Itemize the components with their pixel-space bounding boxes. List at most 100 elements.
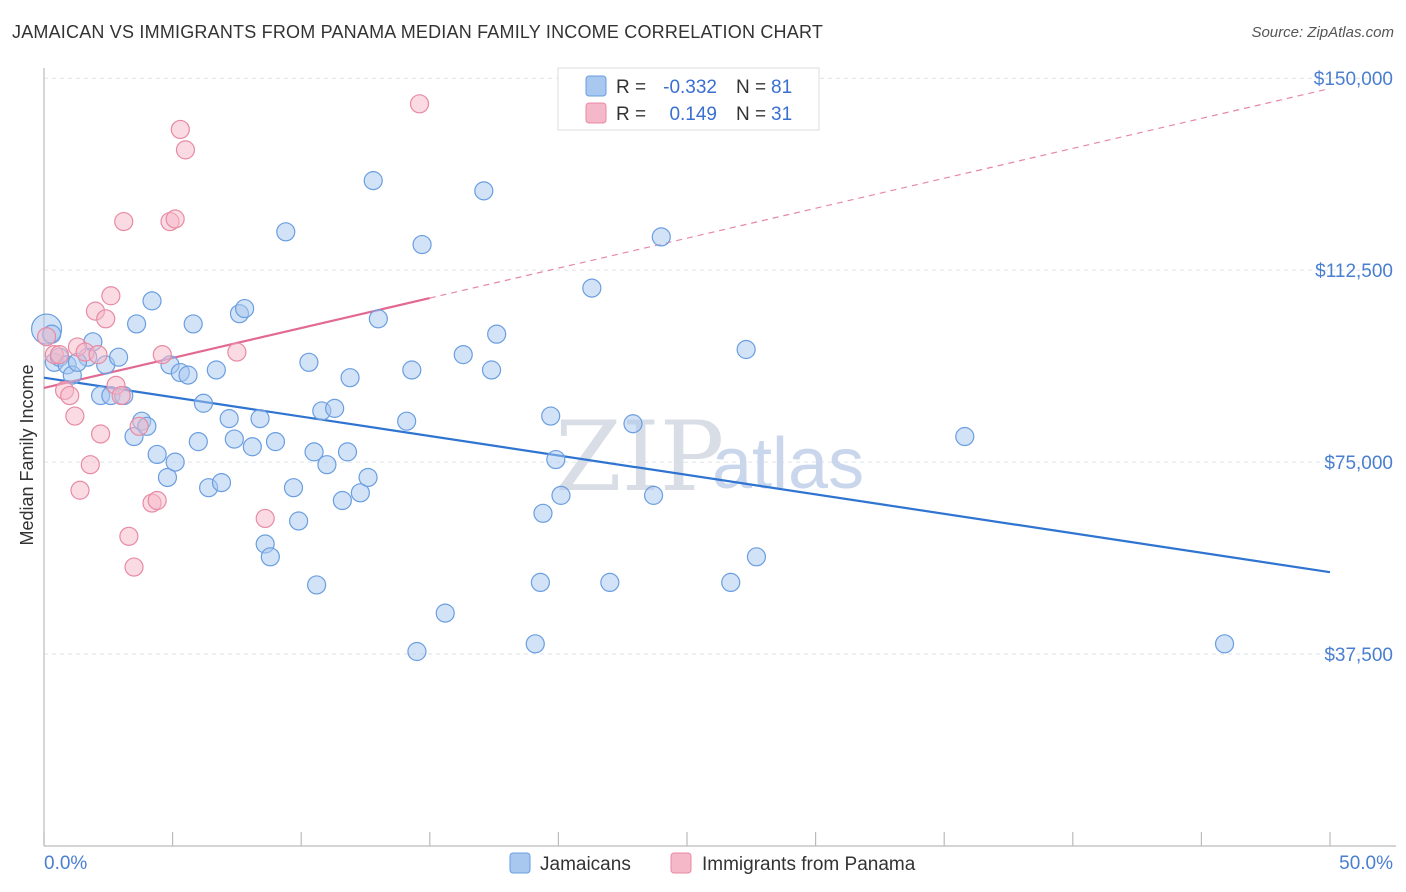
- point-jamaicans: [325, 398, 345, 418]
- point-jamaicans: [397, 411, 417, 431]
- point-jamaicans: [525, 634, 545, 654]
- point-jamaicans: [317, 455, 337, 475]
- x-tick-label-max: 50.0%: [1339, 853, 1393, 874]
- point-jamaicans: [337, 442, 358, 462]
- point-jamaicans: [651, 227, 671, 247]
- point-jamaicans: [142, 291, 162, 311]
- point-jamaicans: [582, 278, 602, 298]
- y-tick-label: $75,000: [1324, 453, 1393, 474]
- point-jamaicans: [178, 365, 198, 385]
- point-panama: [409, 94, 430, 114]
- point-jamaicans: [108, 347, 129, 367]
- point-jamaicans: [265, 432, 286, 452]
- point-panama: [165, 209, 185, 229]
- point-panama: [80, 455, 100, 475]
- y-tick-label: $37,500: [1324, 645, 1393, 666]
- chart-source: Source: ZipAtlas.com: [1251, 24, 1394, 41]
- point-panama: [88, 345, 108, 365]
- point-panama: [147, 490, 167, 511]
- point-jamaicans: [474, 181, 494, 201]
- point-jamaicans: [276, 222, 296, 242]
- point-jamaicans: [533, 503, 553, 523]
- point-jamaicans: [165, 452, 185, 472]
- point-jamaicans: [340, 368, 360, 388]
- point-jamaicans: [307, 575, 327, 595]
- point-panama: [255, 508, 275, 529]
- point-panama: [170, 119, 190, 140]
- point-jamaicans: [193, 393, 214, 413]
- point-jamaicans: [283, 478, 304, 498]
- point-panama: [60, 385, 80, 406]
- data-points: [30, 94, 1235, 662]
- legend-top: R = -0.332 N = 81 R = 0.149 N = 31: [557, 67, 820, 131]
- point-panama: [111, 385, 131, 406]
- point-jamaicans: [147, 444, 167, 465]
- point-jamaicans: [481, 360, 502, 380]
- point-panama: [90, 424, 111, 444]
- point-jamaicans: [183, 314, 203, 334]
- point-jamaicans: [623, 414, 643, 434]
- legend-r-value-2: 0.149: [669, 104, 717, 125]
- point-jamaicans: [546, 449, 566, 470]
- point-jamaicans: [402, 360, 422, 380]
- watermark-atlas: atlas: [712, 424, 864, 504]
- legend-bottom-label-panama: Immigrants from Panama: [702, 854, 916, 875]
- legend-r-label-2: R =: [616, 104, 646, 125]
- legend-n-value-2: 31: [771, 104, 792, 125]
- point-panama: [36, 327, 57, 347]
- point-panama: [114, 211, 134, 232]
- point-jamaicans: [126, 314, 147, 334]
- point-jamaicans: [157, 467, 178, 488]
- point-jamaicans: [721, 572, 741, 593]
- point-panama: [175, 140, 196, 160]
- point-jamaicans: [453, 345, 473, 365]
- point-jamaicans: [206, 360, 226, 380]
- legend-swatch-jamaicans: [585, 75, 607, 97]
- y-tick-labels: $37,500 $75,000 $112,500 $150,000: [1314, 69, 1393, 666]
- trend-line-panama-projection: [429, 87, 1331, 299]
- point-jamaicans: [358, 467, 378, 488]
- y-axis-label: Median Family Income: [17, 364, 37, 545]
- point-panama: [124, 557, 144, 577]
- point-jamaicans: [289, 511, 309, 531]
- legend-r-value-1: -0.332: [663, 77, 717, 98]
- point-panama: [65, 406, 85, 426]
- legend-n-label-1: N =: [736, 77, 766, 98]
- watermark: ZIP atlas: [555, 401, 864, 513]
- point-jamaicans: [435, 603, 455, 623]
- point-jamaicans: [299, 352, 319, 372]
- y-tick-label: $112,500: [1315, 261, 1393, 282]
- legend-bottom-swatch-panama: [670, 852, 692, 874]
- point-jamaicans: [224, 429, 244, 449]
- point-jamaicans: [188, 432, 208, 452]
- point-jamaicans: [736, 339, 756, 360]
- x-ticks: [43, 832, 1331, 846]
- legend-bottom: Jamaicans Immigrants from Panama: [509, 852, 916, 875]
- point-jamaicans: [551, 485, 571, 505]
- point-panama: [129, 416, 149, 436]
- point-jamaicans: [363, 171, 383, 191]
- point-jamaicans: [368, 309, 388, 329]
- point-jamaicans: [746, 547, 767, 567]
- point-jamaicans: [350, 483, 370, 503]
- point-jamaicans: [211, 472, 232, 493]
- legend-n-value-1: 81: [771, 77, 792, 98]
- point-panama: [119, 526, 139, 546]
- legend-bottom-swatch-jamaicans: [509, 852, 531, 874]
- chart-title: JAMAICAN VS IMMIGRANTS FROM PANAMA MEDIA…: [12, 22, 824, 42]
- point-jamaicans: [242, 437, 262, 457]
- point-jamaicans: [304, 442, 324, 462]
- point-jamaicans: [332, 490, 352, 511]
- point-jamaicans: [530, 572, 550, 593]
- point-jamaicans: [1214, 634, 1235, 654]
- point-panama: [227, 342, 247, 362]
- point-jamaicans: [235, 298, 255, 319]
- legend-n-label-2: N =: [736, 104, 766, 125]
- point-panama: [70, 480, 90, 500]
- legend-swatch-panama: [585, 102, 607, 124]
- point-panama: [96, 309, 116, 329]
- point-panama: [101, 286, 121, 306]
- point-jamaicans: [260, 547, 280, 567]
- point-jamaicans: [219, 409, 239, 429]
